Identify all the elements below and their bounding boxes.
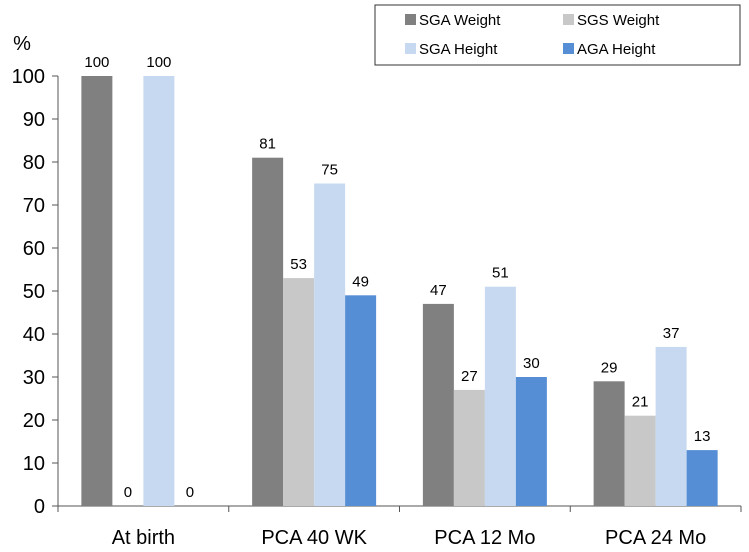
data-label: 49	[352, 273, 369, 290]
data-label: 81	[259, 136, 276, 153]
data-label: 27	[461, 368, 478, 385]
y-tick-label: 30	[23, 367, 45, 389]
data-label: 47	[430, 282, 447, 299]
y-tick-label: 90	[23, 109, 45, 131]
legend-label: SGA Height	[419, 41, 498, 58]
data-label: 75	[321, 162, 338, 179]
bar	[422, 303, 454, 506]
legend-label: SGA Weight	[419, 12, 501, 29]
bar	[453, 389, 485, 506]
bar	[484, 286, 516, 506]
x-tick-label: At birth	[112, 527, 175, 549]
data-label: 29	[601, 359, 618, 376]
data-label: 37	[663, 325, 680, 342]
bar	[515, 377, 547, 506]
data-label: 100	[146, 54, 171, 71]
data-label: 30	[523, 355, 540, 372]
legend: SGA Weight SGS Weight SGA Height AGA Height	[374, 4, 741, 66]
y-axis-label: %	[13, 33, 31, 55]
legend-swatch	[405, 14, 416, 25]
bar	[593, 381, 625, 506]
x-axis: At birth PCA 40 WK PCA 12 Mo PCA 24 Mo	[57, 505, 742, 549]
x-tick-label: PCA 24 Mo	[605, 527, 706, 549]
bar	[314, 183, 346, 506]
y-tick-label: 40	[23, 324, 45, 346]
data-label: 0	[124, 484, 132, 501]
y-tick-label: 0	[34, 496, 45, 518]
data-label: 21	[632, 394, 649, 411]
bar	[81, 76, 113, 506]
x-tick-label: PCA 12 Mo	[434, 527, 535, 549]
legend-label: SGS Weight	[577, 12, 660, 29]
legend-swatch	[563, 43, 574, 54]
data-label: 51	[492, 265, 509, 282]
bar	[252, 157, 284, 506]
bar	[624, 415, 656, 506]
bar	[345, 295, 377, 506]
y-tick-label: 70	[23, 195, 45, 217]
data-labels: 100 81 47 29 0 53 27 21 100 75 51 37 0 49 30 13	[84, 54, 710, 501]
x-tick-label: PCA 40 WK	[261, 527, 367, 549]
bars	[81, 76, 718, 506]
legend-label: AGA Height	[577, 41, 656, 58]
y-axis: 0 10 20 30 40 50 60 70 80 90 100%	[12, 33, 59, 518]
legend-swatch	[563, 14, 574, 25]
y-tick-label: 80	[23, 152, 45, 174]
bar	[686, 450, 718, 506]
bar	[655, 346, 687, 506]
data-label: 13	[694, 428, 711, 445]
legend-swatch	[405, 43, 416, 54]
y-tick-label: 10	[23, 453, 45, 475]
bar	[143, 76, 175, 506]
bar	[283, 278, 315, 506]
data-label: 53	[290, 256, 307, 273]
y-tick-label: 50	[23, 281, 45, 303]
data-label: 0	[186, 484, 194, 501]
y-tick-label: 20	[23, 410, 45, 432]
y-tick-label: 100	[12, 66, 45, 88]
legend-box	[374, 4, 741, 66]
data-label: 100	[84, 54, 109, 71]
y-tick-label: 60	[23, 238, 45, 260]
